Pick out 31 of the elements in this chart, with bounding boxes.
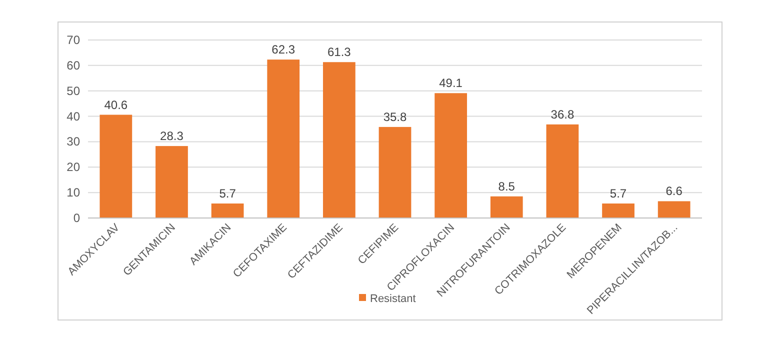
bar — [434, 93, 468, 218]
bar — [267, 60, 300, 218]
data-label: 6.6 — [666, 184, 683, 198]
data-label: 8.5 — [498, 179, 516, 194]
y-tick-label: 40 — [66, 109, 80, 124]
bar — [378, 126, 412, 218]
y-tick-label: 50 — [66, 84, 80, 98]
bar — [546, 124, 579, 218]
bar — [658, 201, 690, 218]
data-label: 61.3 — [328, 45, 352, 60]
y-tick-label: 20 — [66, 160, 80, 174]
data-label: 5.7 — [219, 186, 236, 201]
data-label: 5.7 — [610, 186, 627, 201]
data-label: 36.8 — [550, 107, 574, 122]
bar — [156, 146, 188, 218]
bar — [490, 196, 523, 218]
bar — [211, 204, 244, 218]
bar — [100, 114, 132, 218]
y-tick-label: 30 — [66, 134, 80, 149]
data-label: 62.3 — [272, 42, 296, 57]
y-tick-label: 0 — [73, 211, 80, 225]
data-label: 28.3 — [160, 129, 184, 144]
legend-label: Resistant — [370, 293, 416, 305]
data-label: 35.8 — [383, 110, 407, 124]
y-tick-label: 70 — [66, 33, 80, 47]
y-tick-label: 60 — [66, 58, 80, 72]
bar — [322, 62, 356, 218]
y-tick-label: 10 — [66, 186, 80, 200]
bar — [602, 204, 634, 218]
data-label: 40.6 — [104, 98, 128, 112]
data-label: 49.1 — [439, 76, 463, 90]
